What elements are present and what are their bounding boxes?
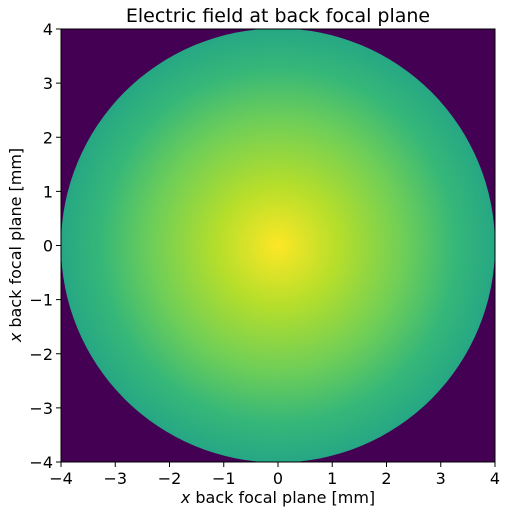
y-tick-label: 4 bbox=[43, 20, 53, 39]
y-tick-label: −2 bbox=[29, 345, 53, 364]
x-tick-label: 0 bbox=[273, 469, 283, 488]
x-tick-label: −2 bbox=[158, 469, 182, 488]
y-axis-label: x back focal plane [mm] bbox=[6, 148, 25, 343]
x-tick-label: −3 bbox=[103, 469, 127, 488]
x-axis-label-var: x bbox=[180, 488, 191, 507]
x-tick-label: 3 bbox=[436, 469, 446, 488]
x-tick-label: 2 bbox=[381, 469, 391, 488]
y-tick-label: 0 bbox=[43, 237, 53, 256]
y-axis-label-var: x bbox=[6, 332, 25, 343]
x-tick-label: 1 bbox=[327, 469, 337, 488]
y-tick-label: −1 bbox=[29, 291, 53, 310]
x-tick-label: 4 bbox=[490, 469, 500, 488]
chart-title: Electric field at back focal plane bbox=[126, 5, 430, 27]
y-tick-label: −3 bbox=[29, 399, 53, 418]
x-axis-label: x back focal plane [mm] bbox=[180, 488, 375, 507]
y-tick-label: 1 bbox=[43, 182, 53, 201]
x-tick-label: −4 bbox=[49, 469, 73, 488]
y-axis: −4 −3 −2 −1 0 1 2 3 4 bbox=[29, 20, 61, 472]
x-tick-label: −1 bbox=[212, 469, 236, 488]
y-tick-label: 2 bbox=[43, 128, 53, 147]
y-tick-label: −4 bbox=[29, 453, 53, 472]
y-tick-label: 3 bbox=[43, 74, 53, 93]
y-axis-label-rest: back focal plane [mm] bbox=[6, 148, 25, 333]
aperture-field-disk bbox=[61, 28, 495, 463]
x-axis-label-rest: back focal plane [mm] bbox=[190, 488, 375, 507]
x-axis: −4 −3 −2 −1 0 1 2 3 4 bbox=[49, 462, 500, 488]
